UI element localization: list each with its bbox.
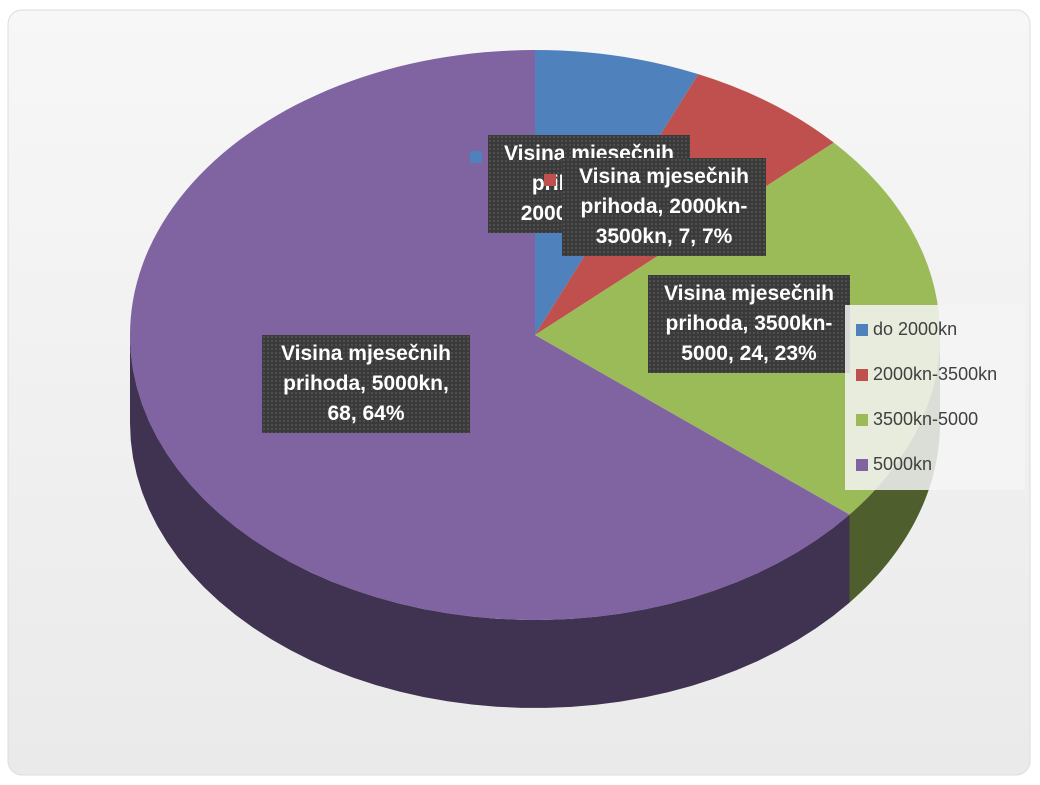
data-label: Visina mjesečnih prihoda, 2000kn-3500kn,…: [562, 158, 766, 256]
data-label-text: Visina mjesečnih prihoda, 5000kn, 68, 64…: [262, 335, 470, 433]
legend-swatch: [856, 459, 868, 471]
data-label-text: Visina mjesečnih prihoda, 2000kn-3500kn,…: [562, 158, 766, 256]
legend: do 2000kn 2000kn-3500kn 3500kn-5000 5000kn: [856, 319, 997, 474]
label-key: [630, 291, 642, 303]
legend-label: 5000kn: [873, 454, 932, 474]
legend-box: [845, 305, 1025, 490]
data-label: Visina mjesečnih prihoda, 5000kn, 68, 64…: [262, 335, 470, 433]
label-key: [244, 351, 256, 363]
legend-swatch: [856, 414, 868, 426]
label-key: [544, 174, 556, 186]
data-label-text: Visina mjesečnih prihoda, 3500kn-5000, 2…: [648, 275, 850, 373]
legend-label: do 2000kn: [873, 319, 957, 339]
legend-label: 3500kn-5000: [873, 409, 978, 429]
legend-label: 2000kn-3500kn: [873, 364, 997, 384]
slice: [130, 50, 850, 621]
data-label: Visina mjesečnih prihoda, 3500kn-5000, 2…: [648, 275, 850, 373]
slice-side: [130, 335, 850, 708]
legend-swatch: [856, 369, 868, 381]
label-key: [470, 151, 482, 163]
data-labels: Visina mjesečnih prihoda, do 2000kn, 7, …: [244, 135, 850, 433]
legend-swatch: [856, 324, 868, 336]
